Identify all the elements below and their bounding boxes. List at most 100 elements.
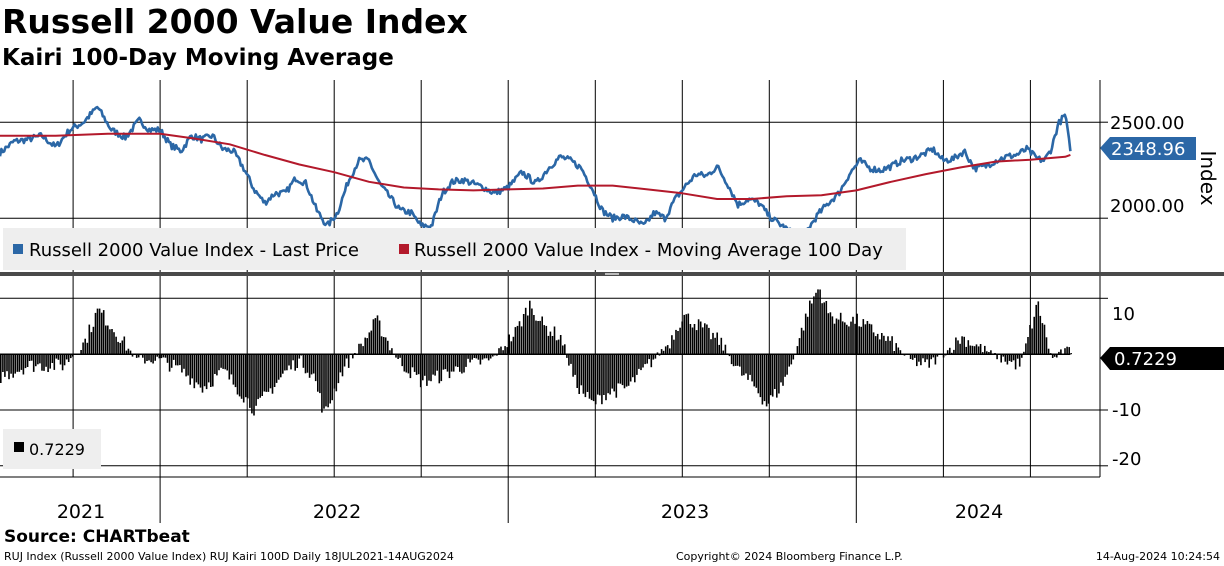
kairi-bar <box>242 354 245 403</box>
kairi-bar <box>852 316 854 355</box>
kairi-bar <box>660 349 663 355</box>
kairi-bar <box>1008 354 1011 361</box>
kairi-bar <box>401 354 403 367</box>
kairi-bar <box>774 354 776 389</box>
kairi-bar <box>1053 354 1056 357</box>
kairi-bar <box>113 332 115 355</box>
kairi-bar <box>780 354 782 383</box>
kairi-bar <box>506 347 508 355</box>
kairi-bar <box>251 354 253 414</box>
kairi-bar <box>405 354 408 373</box>
kairi-bar <box>2 354 4 372</box>
kairi-bar <box>345 354 348 359</box>
kairi-bar <box>578 354 580 394</box>
panel-divider-grip[interactable] <box>605 273 619 275</box>
kairi-bar <box>308 354 311 378</box>
kairi-bar <box>12 354 14 378</box>
kairi-bar <box>459 354 461 372</box>
kairi-bar <box>370 330 373 355</box>
kairi-bar <box>541 316 543 355</box>
kairi-bar <box>282 354 284 374</box>
footer-copyright: Copyright© 2024 Bloomberg Finance L.P. <box>676 550 903 563</box>
kairi-bar <box>129 350 132 355</box>
kairi-bar <box>1023 351 1025 355</box>
kairi-bar <box>798 338 801 355</box>
kairi-bar <box>263 354 266 392</box>
kairi-bar <box>936 354 939 357</box>
kairi-bar <box>594 354 597 405</box>
kairi-bar <box>741 354 743 376</box>
kairi-bar <box>409 354 412 379</box>
kairi-bar <box>249 354 251 408</box>
kairi-bar <box>592 354 595 402</box>
kairi-bar <box>465 354 467 367</box>
kairi-bar <box>22 354 25 375</box>
kairi-bar <box>732 354 735 367</box>
kairi-bar <box>148 354 150 361</box>
kairi-bar <box>45 354 47 367</box>
kairi-bar <box>557 339 560 355</box>
kairi-bar <box>549 331 552 355</box>
kairi-bar <box>1014 354 1017 370</box>
kairi-bar <box>426 354 428 386</box>
kairi-bar <box>784 354 786 377</box>
kairi-bar <box>125 350 128 355</box>
kairi-bar <box>302 354 305 368</box>
kairi-bar <box>1016 354 1019 359</box>
kairi-bar <box>829 312 832 355</box>
top-panel <box>0 105 1072 240</box>
kairi-bar <box>535 320 537 355</box>
kairi-bar <box>823 302 825 355</box>
kairi-bar <box>765 354 768 407</box>
kairi-bar <box>699 321 702 355</box>
kairi-bar <box>883 335 885 355</box>
kairi-bar <box>720 337 723 355</box>
kairi-bar <box>366 338 368 355</box>
kairi-bar <box>603 354 605 395</box>
kairi-bar <box>586 354 589 392</box>
kairi-bar <box>80 350 82 355</box>
kairi-bar <box>347 354 350 368</box>
kairi-bar <box>1018 354 1021 367</box>
kairi-bar <box>850 321 852 355</box>
kairi-bar <box>1035 304 1037 355</box>
kairi-bar <box>806 316 809 355</box>
kairi-bar <box>685 314 688 355</box>
kairi-bar <box>18 354 21 372</box>
kairi-bar <box>747 354 749 380</box>
kairi-bar <box>39 354 41 364</box>
kairi-bar <box>265 354 268 392</box>
legend-ma-label: Russell 2000 Value Index - Moving Averag… <box>414 240 883 261</box>
ytick-label-minus10: -10 <box>1112 400 1141 421</box>
kairi-bar <box>502 350 504 355</box>
xtick-year-2024: 2024 <box>955 501 1003 523</box>
kairi-bar <box>306 354 309 373</box>
kairi-bar <box>364 337 366 355</box>
kairi-bar <box>642 354 644 368</box>
kairi-bar <box>41 354 43 371</box>
kairi-bar <box>434 354 436 376</box>
kairi-bar <box>57 354 60 360</box>
kairi-bar <box>177 354 179 366</box>
kairi-bar <box>895 343 897 355</box>
kairi-bar <box>990 350 992 355</box>
kairi-bar <box>1045 337 1048 355</box>
kairi-bar <box>634 354 636 383</box>
kairi-bar <box>448 354 451 379</box>
kairi-bar <box>971 345 974 355</box>
kairi-bar <box>656 352 659 355</box>
kairi-bar <box>839 312 842 355</box>
chart-frame <box>0 80 1108 523</box>
kairi-bar <box>228 354 231 380</box>
series-last-price <box>0 105 1072 240</box>
kairi-bar <box>236 354 239 395</box>
kairi-bar <box>615 354 618 398</box>
kairi-bar <box>160 354 163 359</box>
kairi-bar <box>234 354 237 388</box>
kairi-bar <box>582 354 585 394</box>
kairi-bar <box>255 354 257 406</box>
kairi-bar <box>932 354 935 358</box>
kairi-bar <box>319 354 321 394</box>
kairi-bar <box>1021 354 1023 358</box>
kairi-bar <box>475 354 478 359</box>
